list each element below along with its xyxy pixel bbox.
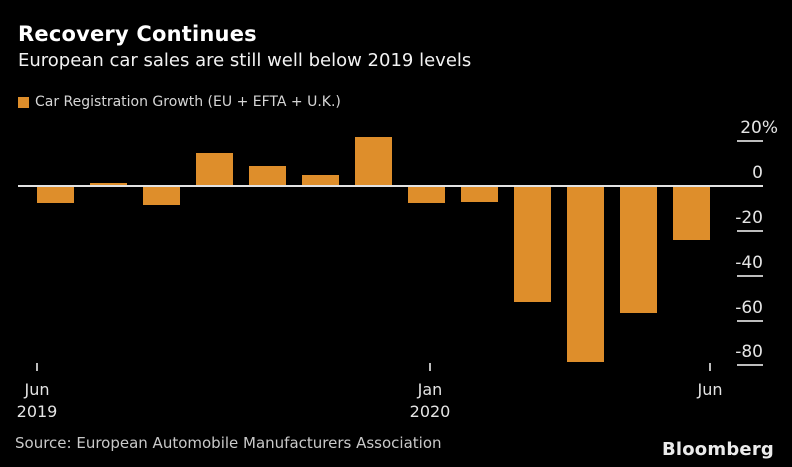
bar-aug-2019 bbox=[143, 186, 180, 205]
y-tick-20 bbox=[737, 140, 763, 142]
y-tick--20 bbox=[737, 230, 763, 232]
bar-sep-2019 bbox=[196, 153, 233, 186]
bar-jan-2020 bbox=[408, 186, 445, 203]
legend-label: Car Registration Growth (EU + EFTA + U.K… bbox=[35, 94, 341, 110]
bar-jul-2019 bbox=[90, 183, 127, 186]
x-axis-label-jan-2020: Jan 2020 bbox=[409, 380, 451, 421]
y-tick--80 bbox=[737, 364, 763, 366]
bar-oct-2019 bbox=[249, 166, 286, 186]
bar-feb-2020 bbox=[461, 186, 498, 202]
bar-may-2020 bbox=[620, 186, 657, 313]
bar-jun-2020 bbox=[673, 186, 710, 240]
bar-jun-2019 bbox=[37, 186, 74, 203]
bar-nov-2019 bbox=[302, 175, 339, 186]
y-axis-label-0: 0 bbox=[752, 163, 763, 183]
chart-subtitle: European car sales are still well below … bbox=[18, 50, 472, 71]
source-credit: Source: European Automobile Manufacturer… bbox=[15, 434, 442, 452]
zero-baseline bbox=[18, 185, 763, 187]
bar-mar-2020 bbox=[514, 186, 551, 302]
bloomberg-logo: Bloomberg bbox=[661, 439, 774, 460]
x-tick-jun-2019 bbox=[36, 363, 38, 371]
x-tick-jun bbox=[709, 363, 711, 371]
bar-apr-2020 bbox=[567, 186, 604, 362]
x-tick-jan-2020 bbox=[429, 363, 431, 371]
y-tick--40 bbox=[737, 275, 763, 277]
chart-legend: Car Registration Growth (EU + EFTA + U.K… bbox=[18, 94, 341, 110]
chart-title: Recovery Continues bbox=[18, 22, 257, 46]
y-axis-label--60: -60 bbox=[735, 298, 763, 318]
x-axis-label-jun-2019: Jun 2019 bbox=[16, 380, 58, 421]
x-axis-label-jun: Jun bbox=[697, 380, 723, 399]
legend-swatch-icon bbox=[18, 97, 29, 108]
y-axis-label--40: -40 bbox=[735, 253, 763, 273]
y-axis-label--80: -80 bbox=[735, 342, 763, 362]
bar-dec-2019 bbox=[355, 137, 392, 186]
y-tick--60 bbox=[737, 320, 763, 322]
y-axis-label--20: -20 bbox=[735, 208, 763, 228]
y-axis-label-20: 20% bbox=[740, 118, 778, 138]
